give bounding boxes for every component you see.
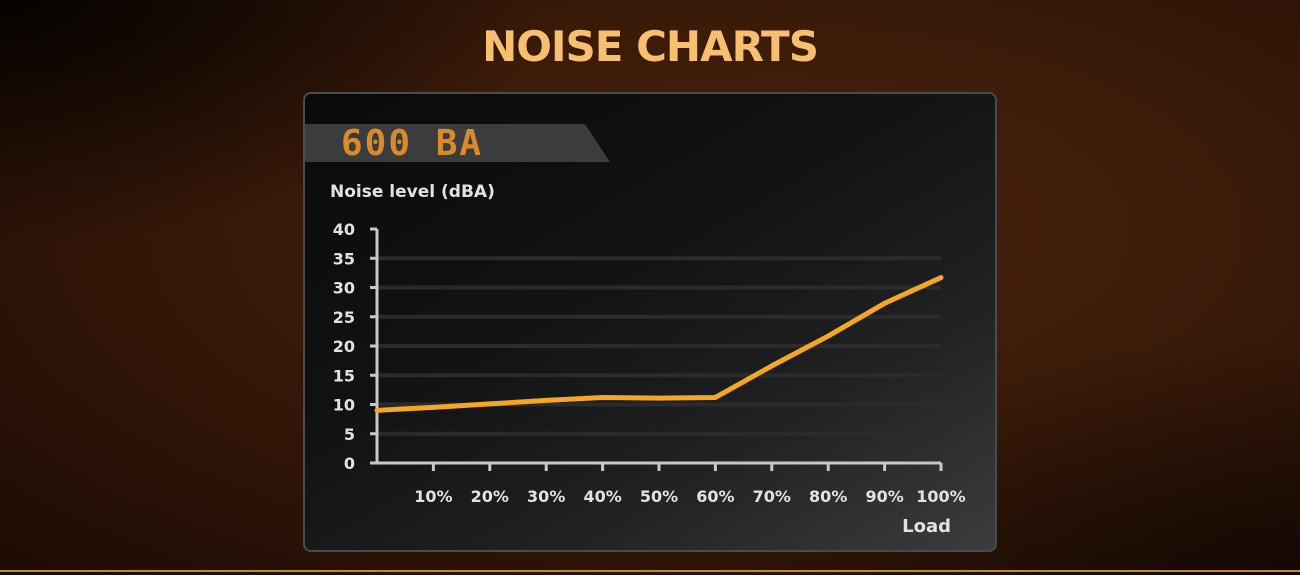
x-tick-label: 60% xyxy=(696,487,734,506)
y-tick-label: 30 xyxy=(333,279,355,298)
x-tick-label: 10% xyxy=(414,487,452,506)
x-tick-label: 100% xyxy=(916,487,965,506)
model-tab xyxy=(305,124,610,162)
x-tick-label: 90% xyxy=(865,487,903,506)
model-label: 600 BA xyxy=(341,123,484,164)
y-tick-label: 25 xyxy=(333,308,355,327)
noise-chart: 0 5 10 15 20 25 30 35 40 10% 20% 30% 40% 50% 60% 70% 80%… xyxy=(330,182,966,537)
bottom-divider xyxy=(0,570,1300,572)
tick-labels: 0 5 10 15 20 25 30 35 40 10% 20% 30% 40% 50% 60% 70% 80%… xyxy=(333,220,966,506)
y-tick-label: 5 xyxy=(344,425,355,444)
axes xyxy=(370,227,943,471)
noise-chart-panel: 600 BA 0 5 10 15 20 25 30 35 40 10% 20% 30% 40% 50% 60… xyxy=(303,92,997,552)
series-layer xyxy=(374,275,944,413)
x-tick-label: 50% xyxy=(640,487,678,506)
x-tick-label: 40% xyxy=(583,487,621,506)
page-title: NOISE CHARTS xyxy=(482,22,819,71)
y-tick-label: 35 xyxy=(333,249,355,268)
y-tick-label: 15 xyxy=(333,366,355,385)
y-tick-label: 0 xyxy=(344,454,355,473)
y-tick-label: 20 xyxy=(333,337,355,356)
y-tick-label: 40 xyxy=(333,220,355,239)
y-tick-label: 10 xyxy=(333,396,355,415)
noise-series-line xyxy=(374,275,944,413)
x-tick-label: 70% xyxy=(753,487,791,506)
y-axis-title: Noise level (dBA) xyxy=(330,182,495,202)
x-axis-title: Load xyxy=(902,516,951,537)
x-tick-label: 20% xyxy=(471,487,509,506)
x-tick-label: 80% xyxy=(809,487,847,506)
x-tick-label: 30% xyxy=(527,487,565,506)
